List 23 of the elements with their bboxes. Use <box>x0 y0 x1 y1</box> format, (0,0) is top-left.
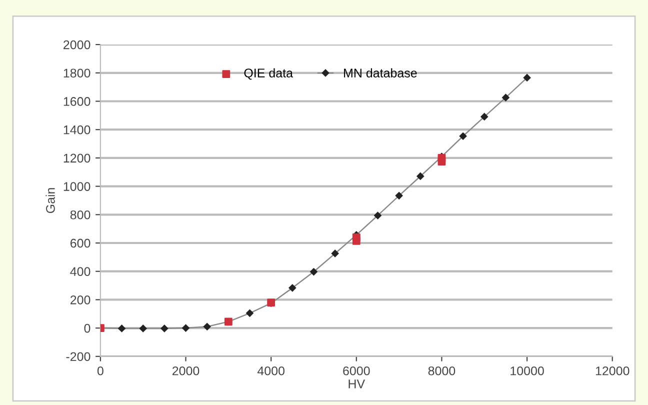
x-tick-label: 0 <box>97 366 104 376</box>
y-tick-label: 1400 <box>64 125 90 134</box>
y-axis-title: Gain <box>46 188 55 214</box>
x-axis-title: HV <box>348 380 366 388</box>
y-tick-label: 400 <box>70 267 90 276</box>
x-tick-label: 8000 <box>428 366 456 376</box>
y-tick-label: -200 <box>66 352 90 362</box>
y-tick-label: 2000 <box>64 40 90 50</box>
y-tick-label: 1800 <box>64 68 90 78</box>
y-tick-label: 200 <box>70 296 90 304</box>
x-tick-label: 4000 <box>257 366 284 376</box>
y-tick-label: 600 <box>70 238 90 248</box>
y-tick-label: 800 <box>70 210 90 220</box>
x-tick-label: 6000 <box>343 366 370 376</box>
legend-label: MN database <box>344 68 417 78</box>
legend-label: QIE data <box>244 68 294 80</box>
x-tick-label: 2000 <box>172 366 200 376</box>
y-tick-label: 0 <box>84 324 90 333</box>
x-tick-label: 12000 <box>596 366 630 376</box>
y-tick-label: 1600 <box>64 97 90 106</box>
y-tick-label: 1000 <box>64 182 90 191</box>
x-tick-label: 10000 <box>510 366 544 376</box>
y-tick-label: 1200 <box>64 154 90 163</box>
